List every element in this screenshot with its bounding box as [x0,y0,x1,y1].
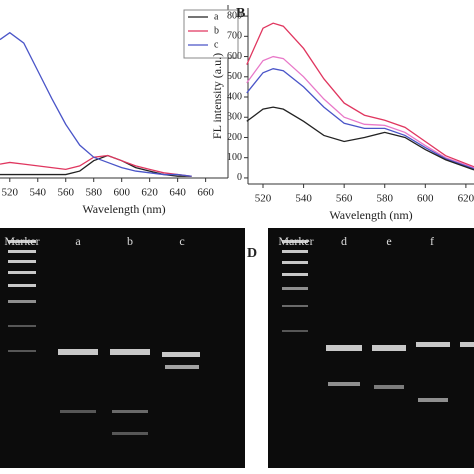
x-axis-label: Wavelength (nm) [82,202,165,216]
x-tick-label: 620 [458,193,474,205]
chart: 520 540 560 580 600 620 640 660 Wavelength (nm) a… [0,5,239,216]
band [165,365,199,369]
x-tick-label: 580 [85,187,102,199]
lane-label: b [127,234,133,248]
marker-bands [8,240,36,352]
chart: 520 540 560 580 600 620 0 100 200 300 400 500 600 700… [210,6,474,222]
y-tick-label: 500 [227,71,242,82]
line-series [246,55,474,169]
band [8,350,36,352]
band [8,271,36,274]
band [372,345,406,351]
lane-label: c [179,234,184,248]
x-tick-label: 540 [30,187,47,199]
y-tick-label: 800 [227,10,242,21]
band [60,410,96,413]
legend-label: a [214,11,219,22]
lane-label: a [75,234,81,248]
band [8,260,36,263]
x-tick-label: 620 [141,187,158,199]
lane-labels: Marker d e f [278,234,434,248]
gel-background [268,228,474,468]
band [282,261,308,264]
x-tick-label: 520 [2,187,19,199]
gel-background [0,228,245,468]
band [328,382,360,386]
band [418,398,448,402]
band [282,240,308,243]
panel-label: B [236,6,245,21]
gel-right: Marker d e f [268,228,474,468]
line-series [246,106,474,171]
y-tick-label: 400 [227,91,242,102]
line-series [246,68,474,170]
lane-labels: Marker a b c [4,234,184,248]
band [282,330,308,332]
band [58,349,98,355]
x-tick-label: 560 [57,187,74,199]
lane-label: d [341,234,347,248]
band [282,273,308,276]
lane-label: f [430,234,434,248]
line-series [246,22,474,168]
x-tick-label: 580 [376,193,393,205]
y-tick-label: 700 [227,31,242,42]
y-tick-label: 600 [227,51,242,62]
x-tick-label: 540 [295,193,312,205]
legend-box [183,9,239,59]
band [374,385,404,389]
band [282,305,308,307]
y-tick-label: 0 [237,172,242,183]
band [112,410,148,413]
band [282,287,308,290]
line-series [0,31,192,177]
y-axis-label: FL intensity (a.u.) [210,53,224,139]
x-tick-label: 600 [417,193,434,205]
gel-left: Marker a b c [0,228,245,468]
band [8,300,36,303]
legend-label: c [214,39,219,50]
lane-label: Marker [278,234,313,248]
x-tick-label: 520 [255,193,272,205]
x-tick-label: 600 [113,187,130,199]
y-tick-label: 100 [227,152,242,163]
legend-label: b [214,25,219,36]
band [8,284,36,287]
band [282,250,308,253]
lane-label: e [386,234,391,248]
band [8,325,36,327]
band [110,349,150,355]
band [112,432,148,435]
x-axis-label: Wavelength (nm) [329,208,412,222]
y-tick-label: 200 [227,132,242,143]
band [326,345,362,351]
x-tick-label: 660 [197,187,214,199]
y-tick-label: 300 [227,112,242,123]
band [460,342,474,347]
band [416,342,450,347]
band [162,352,200,357]
x-tick-label: 640 [169,187,186,199]
x-tick-label: 560 [336,193,353,205]
band [8,250,36,253]
lane-label: Marker [4,234,39,248]
band [8,240,36,243]
panel-label: D [247,246,257,261]
